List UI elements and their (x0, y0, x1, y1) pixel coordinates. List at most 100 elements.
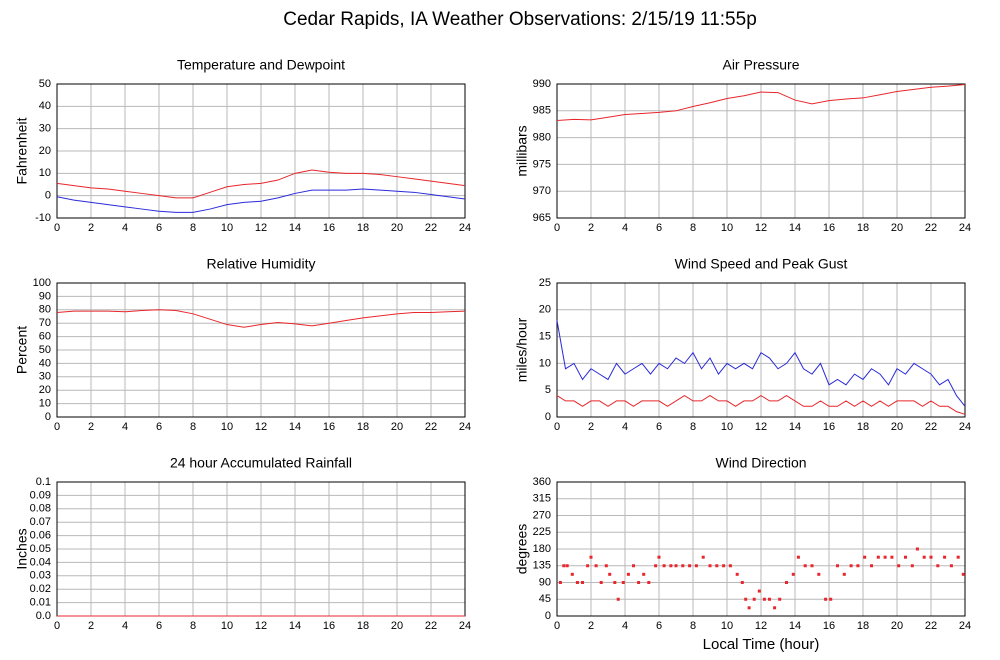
x-tick-label: 16 (823, 421, 835, 433)
y-tick-label: 10 (39, 398, 51, 410)
x-tick-label: 2 (588, 421, 594, 433)
y-tick-label: 0.07 (30, 516, 51, 528)
x-tick-label: 8 (690, 421, 696, 433)
data-point (613, 581, 617, 584)
x-tick-label: 2 (588, 620, 594, 632)
data-point (803, 564, 807, 568)
data-point (752, 597, 756, 601)
data-point (701, 555, 705, 559)
x-tick-label: 4 (622, 421, 628, 433)
y-tick-label: 20 (39, 145, 51, 157)
data-point (810, 564, 814, 568)
y-tick-label: 0.02 (30, 583, 51, 595)
plot-frame (56, 282, 466, 418)
x-tick-label: 20 (391, 620, 403, 632)
y-tick-label: 0 (545, 610, 551, 622)
x-tick-label: 6 (156, 222, 162, 234)
y-axis-label: Percent (14, 326, 30, 374)
y-axis-label: Inches (14, 528, 30, 569)
x-tick-label: 6 (656, 421, 662, 433)
data-point (778, 597, 782, 601)
y-tick-label: -10 (35, 212, 51, 224)
data-point (929, 555, 933, 559)
data-point (943, 555, 947, 559)
x-tick-label: 12 (755, 421, 767, 433)
y-tick-label: 0.04 (30, 556, 51, 568)
x-tick-label: 8 (690, 620, 696, 632)
x-tick-label: 20 (391, 421, 403, 433)
y-tick-label: 10 (39, 167, 51, 179)
y-tick-label: 315 (533, 493, 551, 505)
x-tick-label: 16 (323, 620, 335, 632)
x-tick-label: 18 (857, 222, 869, 234)
x-tick-label: 18 (357, 620, 369, 632)
x-tick-label: 0 (554, 620, 560, 632)
data-line (556, 84, 966, 121)
x-tick-label: 12 (255, 620, 267, 632)
data-point (621, 581, 625, 584)
data-point (637, 581, 641, 584)
x-tick-label: 12 (755, 222, 767, 234)
x-tick-label: 22 (925, 620, 937, 632)
x-tick-label: 22 (925, 421, 937, 433)
y-tick-label: 20 (39, 384, 51, 396)
x-tick-label: 0 (54, 421, 60, 433)
y-tick-label: 0.1 (36, 476, 51, 488)
y-tick-label: 135 (533, 560, 551, 572)
x-tick-label: 22 (425, 421, 437, 433)
x-tick-label: 0 (554, 421, 560, 433)
x-tick-label: 24 (459, 421, 471, 433)
data-line (56, 169, 466, 199)
data-point (565, 564, 569, 568)
x-tick-label: 20 (391, 222, 403, 234)
y-tick-label: 0.0 (36, 610, 51, 622)
x-tick-label: 14 (289, 421, 301, 433)
x-tick-label: 2 (88, 421, 94, 433)
panel-title: Wind Direction (715, 455, 806, 471)
x-tick-label: 24 (959, 620, 971, 632)
y-tick-label: 5 (545, 384, 551, 396)
y-tick-label: 80 (39, 304, 51, 316)
data-point (961, 572, 965, 576)
data-point (744, 597, 748, 601)
y-axis-label: Fahrenheit (14, 117, 30, 184)
y-tick-label: 45 (539, 593, 551, 605)
data-point (910, 564, 914, 568)
x-tick-label: 24 (459, 620, 471, 632)
x-tick-label: 6 (656, 222, 662, 234)
x-tick-label: 16 (823, 620, 835, 632)
panel-title: Wind Speed and Peak Gust (675, 256, 848, 272)
data-point (849, 564, 853, 568)
x-tick-label: 22 (425, 222, 437, 234)
x-tick-label: 4 (122, 222, 128, 234)
y-tick-label: 15 (539, 331, 551, 343)
y-tick-label: 60 (39, 331, 51, 343)
data-point (558, 581, 562, 584)
y-tick-label: 0.03 (30, 570, 51, 582)
y-tick-label: 990 (533, 78, 551, 90)
data-point (708, 564, 712, 568)
data-point (904, 555, 907, 559)
y-tick-label: 90 (539, 576, 551, 588)
data-point (791, 572, 795, 576)
x-tick-label: 14 (289, 222, 301, 234)
y-tick-label: 970 (533, 185, 551, 197)
x-tick-label: 20 (891, 421, 903, 433)
data-point (599, 581, 603, 584)
y-tick-label: 40 (39, 100, 51, 112)
y-tick-label: 50 (39, 78, 51, 90)
data-point (604, 564, 608, 568)
data-point (586, 564, 590, 568)
x-tick-label: 16 (323, 421, 335, 433)
y-tick-label: 40 (39, 357, 51, 369)
y-axis-label: miles/hour (514, 317, 530, 382)
x-tick-label: 14 (789, 421, 801, 433)
data-point (915, 547, 919, 551)
x-tick-label: 2 (588, 222, 594, 234)
y-tick-label: 0 (45, 411, 51, 423)
x-tick-label: 12 (755, 620, 767, 632)
data-point (608, 572, 612, 576)
data-point (616, 597, 620, 601)
data-line (56, 188, 466, 213)
data-point (654, 564, 658, 568)
